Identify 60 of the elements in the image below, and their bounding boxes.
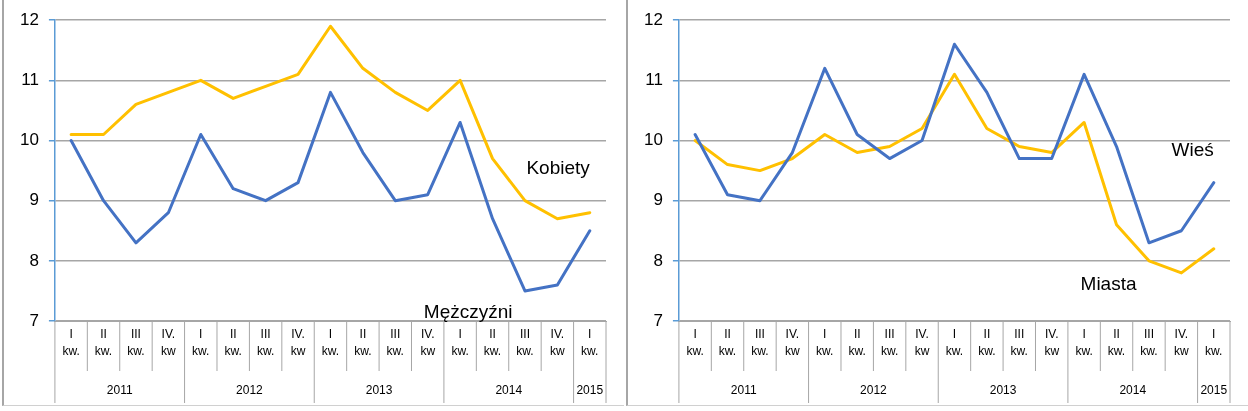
x-tick-label: II kw.	[1107, 327, 1126, 359]
x-tick-label: III kw.	[516, 327, 534, 359]
x-tick-label: I kw.	[62, 327, 80, 359]
x-tick-label: I kw.	[945, 327, 964, 359]
text: 2013	[365, 383, 393, 398]
x-tick-label: I kw.	[192, 327, 210, 359]
x-tick-label: I kw.	[451, 327, 469, 359]
x-tick-label: II kw.	[718, 327, 737, 359]
x-tick-label: IV. kw	[550, 327, 566, 359]
y-tick-label: 10	[19, 130, 39, 150]
y-tick-label: 12	[643, 9, 663, 29]
text: 2013	[989, 383, 1017, 398]
y-tick-label: 12	[19, 9, 39, 29]
y-tick-label: 11	[21, 70, 39, 90]
text: 2014	[1119, 383, 1147, 398]
x-tick-label: IV. kw	[1174, 327, 1190, 359]
y-tick-label: 8	[653, 250, 663, 270]
x-tick-label: I kw.	[1205, 327, 1223, 359]
text: 2014	[495, 383, 523, 398]
y-tick-label: 7	[653, 310, 663, 330]
text: 2012	[860, 383, 888, 398]
text: 2015	[1200, 383, 1228, 398]
x-tick-label: III kw.	[880, 327, 899, 359]
y-tick-label: 10	[643, 130, 663, 150]
x-tick-label: II kw.	[848, 327, 866, 359]
text: 2015	[576, 383, 604, 398]
series-label: Kobiety	[526, 157, 591, 179]
x-tick-label: III kw.	[1140, 327, 1158, 359]
series-label: Mężczyźni	[423, 300, 513, 322]
y-tick-label: 9	[653, 190, 663, 210]
x-tick-label: IV. kw	[785, 327, 801, 359]
y-tick-label: 11	[645, 70, 663, 90]
x-tick-label: II kw.	[94, 327, 113, 359]
series-label: Wieś	[1171, 139, 1214, 161]
x-tick-label: IV. kw	[1044, 327, 1060, 359]
x-tick-label: II kw.	[978, 327, 996, 359]
y-tick-label: 8	[29, 250, 39, 270]
x-tick-label: I kw.	[581, 327, 599, 359]
x-tick-label: IV. kw	[914, 327, 930, 359]
series-label: Miasta	[1080, 272, 1137, 294]
x-tick-label: IV. kw	[161, 327, 177, 359]
x-tick-label: I kw.	[816, 327, 834, 359]
text: 2012	[236, 383, 264, 398]
x-tick-label: III kw.	[386, 327, 404, 359]
y-tick-label: 9	[29, 190, 39, 210]
text: 2011	[106, 383, 133, 398]
x-tick-label: I kw.	[321, 327, 340, 359]
x-tick-label: III kw.	[256, 327, 275, 359]
x-tick-label: III kw.	[1010, 327, 1028, 359]
x-tick-label: II kw.	[354, 327, 372, 359]
x-tick-label: II kw.	[224, 327, 242, 359]
x-tick-label: II kw.	[483, 327, 502, 359]
y-tick-label: 7	[29, 310, 39, 330]
x-tick-label: I kw.	[1075, 327, 1093, 359]
x-tick-label: III kw.	[127, 327, 145, 359]
x-tick-label: IV. kw	[290, 327, 306, 359]
x-tick-label: IV. kw	[420, 327, 436, 359]
x-tick-label: III kw.	[751, 327, 769, 359]
x-tick-label: I kw.	[686, 327, 704, 359]
text: 2011	[730, 383, 757, 398]
